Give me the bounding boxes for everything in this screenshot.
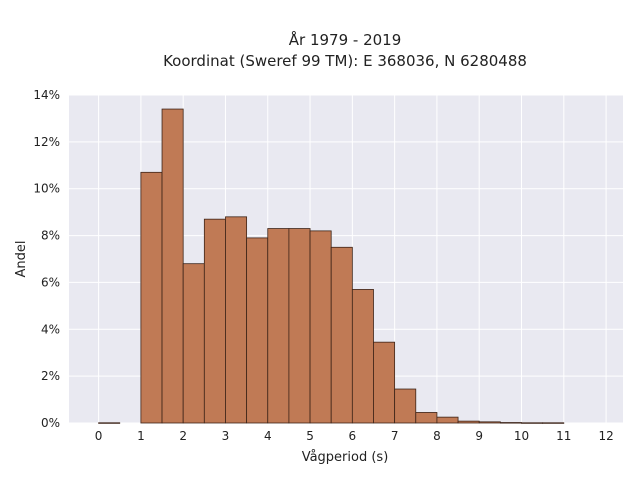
y-tick-label-5: 10% bbox=[33, 182, 60, 196]
y-tick-label-0: 0% bbox=[41, 416, 60, 430]
histogram-bar-14 bbox=[415, 412, 438, 424]
x-tick-label-7: 7 bbox=[391, 429, 399, 443]
x-tick-label-8: 8 bbox=[433, 429, 441, 443]
x-tick-label-2: 2 bbox=[179, 429, 187, 443]
x-tick-label-3: 3 bbox=[222, 429, 230, 443]
chart-title-line1: År 1979 - 2019 bbox=[289, 30, 402, 49]
histogram-bar-12 bbox=[373, 341, 396, 424]
histogram-bar-16 bbox=[457, 420, 480, 424]
x-tick-label-11: 11 bbox=[556, 429, 571, 443]
histogram-bar-4 bbox=[203, 218, 226, 424]
histogram-bar-7 bbox=[267, 228, 290, 424]
x-tick-label-0: 0 bbox=[95, 429, 103, 443]
bars bbox=[98, 108, 565, 424]
x-tick-label-4: 4 bbox=[264, 429, 272, 443]
x-tick-labels: 0 1 2 3 4 5 6 7 8 9 10 11 12 bbox=[95, 429, 614, 443]
histogram-bar-18 bbox=[499, 422, 522, 424]
y-tick-label-2: 4% bbox=[41, 322, 60, 336]
histogram-bar-5 bbox=[225, 216, 248, 424]
histogram-bar-15 bbox=[436, 416, 459, 424]
histogram-bar-10 bbox=[330, 246, 353, 424]
histogram-bar-1 bbox=[140, 171, 163, 424]
x-axis-label: Vågperiod (s) bbox=[302, 450, 389, 465]
y-tick-label-7: 14% bbox=[33, 88, 60, 102]
histogram-bar-2 bbox=[161, 108, 184, 424]
y-tick-labels: 0% 2% 4% 6% 8% 10% 12% 14% bbox=[33, 88, 60, 430]
y-tick-label-1: 2% bbox=[41, 369, 60, 383]
histogram-bar-3 bbox=[182, 263, 205, 424]
y-tick-label-4: 8% bbox=[41, 229, 60, 243]
chart-title-line2: Koordinat (Sweref 99 TM): E 368036, N 62… bbox=[163, 52, 527, 70]
histogram-bar-13 bbox=[394, 388, 417, 424]
y-axis-label: Andel bbox=[14, 241, 29, 278]
histogram-bar-0 bbox=[98, 422, 121, 424]
histogram-bar-11 bbox=[351, 289, 374, 424]
x-tick-label-5: 5 bbox=[306, 429, 314, 443]
histogram-bar-20 bbox=[542, 422, 565, 424]
histogram-bar-9 bbox=[309, 230, 332, 424]
histogram-bar-8 bbox=[288, 228, 311, 424]
histogram-bar-6 bbox=[246, 237, 269, 424]
x-tick-label-12: 12 bbox=[598, 429, 613, 443]
histogram-bar-17 bbox=[478, 421, 501, 424]
y-tick-label-6: 12% bbox=[33, 135, 60, 149]
histogram-bar-19 bbox=[521, 422, 544, 424]
x-tick-label-9: 9 bbox=[475, 429, 483, 443]
x-tick-label-6: 6 bbox=[349, 429, 357, 443]
x-tick-label-1: 1 bbox=[137, 429, 145, 443]
x-tick-label-10: 10 bbox=[514, 429, 529, 443]
y-tick-label-3: 6% bbox=[41, 275, 60, 289]
